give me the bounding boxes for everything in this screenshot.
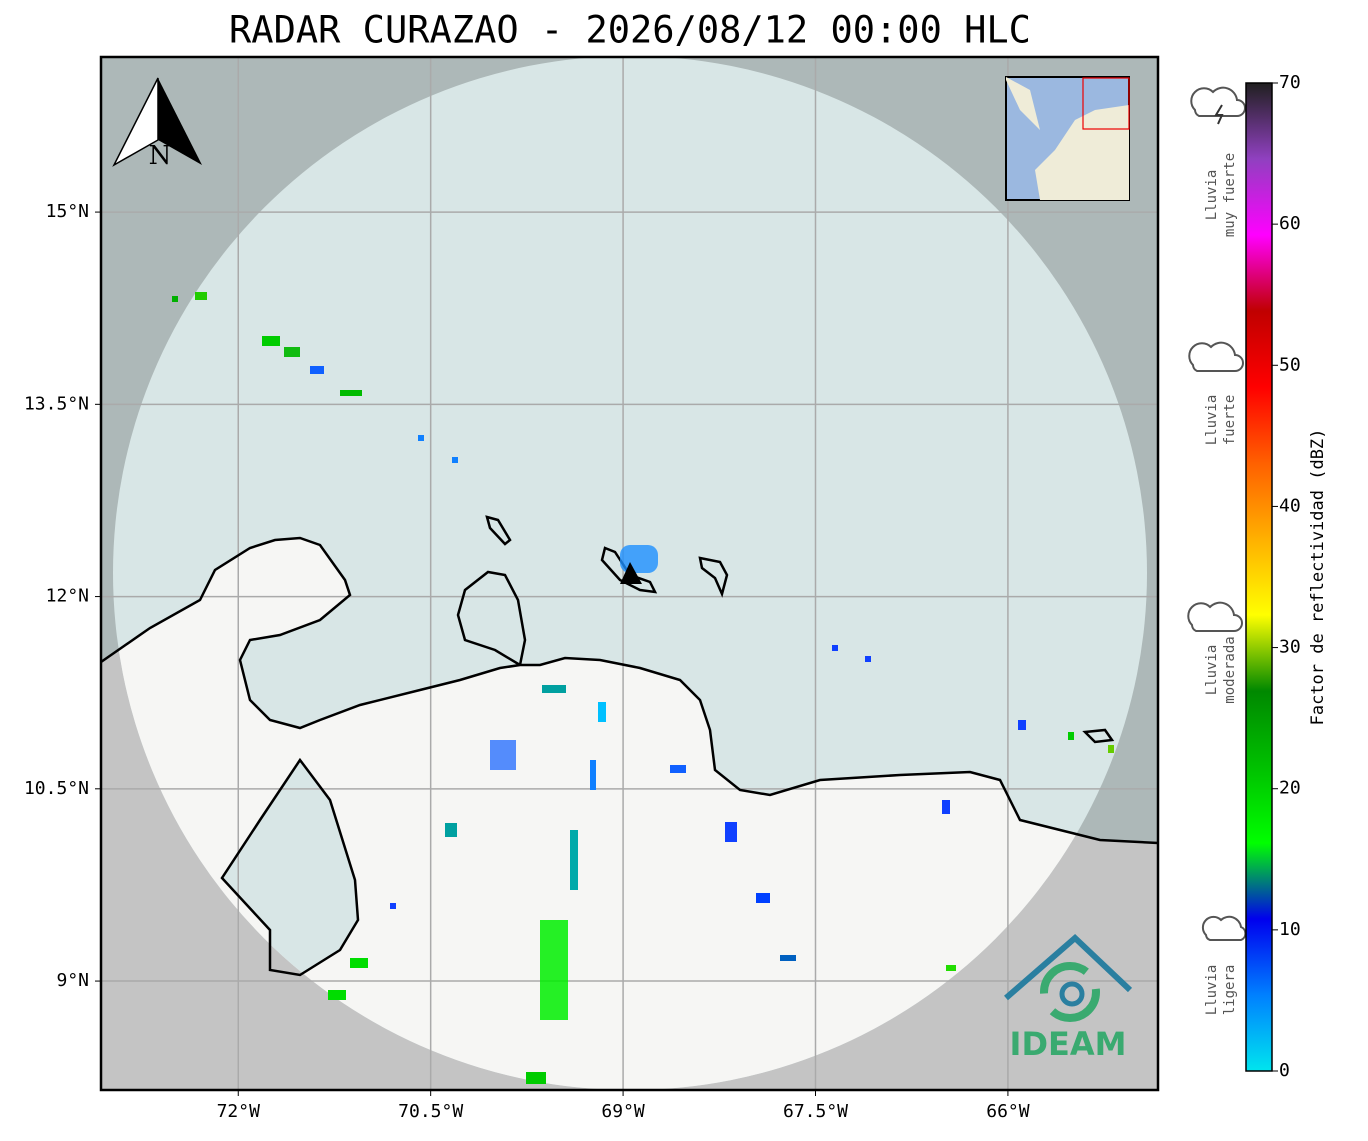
y-tick-label: 9°N bbox=[56, 970, 89, 991]
legend-label: Lluvia bbox=[1204, 395, 1220, 446]
colorbar-tick-label: 0 bbox=[1279, 1060, 1290, 1081]
y-tick-label: 15°N bbox=[46, 201, 89, 222]
y-tick-label: 10.5°N bbox=[24, 778, 89, 799]
colorbar bbox=[1245, 82, 1273, 1072]
map-frame bbox=[99, 55, 1160, 1092]
legend-label: moderada bbox=[1222, 636, 1238, 703]
north-label: N bbox=[149, 141, 172, 171]
x-tick-label: 66°W bbox=[986, 1101, 1030, 1122]
inset-map bbox=[1005, 76, 1130, 201]
colorbar-label: Factor de reflectividad (dBZ) bbox=[1308, 429, 1328, 726]
logo-text: IDEAM bbox=[1010, 1025, 1127, 1063]
north-arrow: N bbox=[112, 77, 202, 171]
grid bbox=[101, 57, 1158, 1090]
legend-label: ligera bbox=[1222, 965, 1238, 1016]
y-tick-label: 12°N bbox=[46, 586, 89, 607]
colorbar-tick-label: 60 bbox=[1279, 213, 1301, 234]
x-tick-label: 69°W bbox=[601, 1101, 645, 1122]
colorbar-tick-label: 20 bbox=[1279, 778, 1301, 799]
legend-label: muy fuerte bbox=[1222, 153, 1238, 237]
ideam-logo: IDEAM bbox=[1004, 933, 1133, 1063]
legend-label: Lluvia bbox=[1204, 645, 1220, 696]
colorbar-tick-label: 10 bbox=[1279, 919, 1301, 940]
colorbar-tick-label: 50 bbox=[1279, 354, 1301, 375]
colorbar-tick-label: 70 bbox=[1279, 72, 1301, 93]
legend-icons bbox=[1187, 86, 1247, 941]
colorbar-ticks: 0 10 20 30 40 50 60 70 bbox=[1272, 72, 1301, 1081]
title: RADAR CURAZAO - 2026/08/12 00:00 HLC bbox=[229, 9, 1031, 52]
radar-echoes bbox=[172, 292, 1114, 1084]
x-tick-label: 70.5°W bbox=[398, 1101, 463, 1122]
colorbar-tick-label: 40 bbox=[1279, 495, 1301, 516]
legend-label: Lluvia bbox=[1204, 965, 1220, 1016]
colorbar-tick-label: 30 bbox=[1279, 637, 1301, 658]
y-tick-label: 13.5°N bbox=[24, 393, 89, 414]
legend-label: Lluvia bbox=[1204, 170, 1220, 221]
legend-label: fuerte bbox=[1222, 395, 1238, 446]
x-tick-label: 72°W bbox=[217, 1101, 261, 1122]
radar-site bbox=[620, 562, 642, 584]
map-area bbox=[101, 57, 1158, 1090]
x-tick-label: 67.5°W bbox=[783, 1101, 848, 1122]
